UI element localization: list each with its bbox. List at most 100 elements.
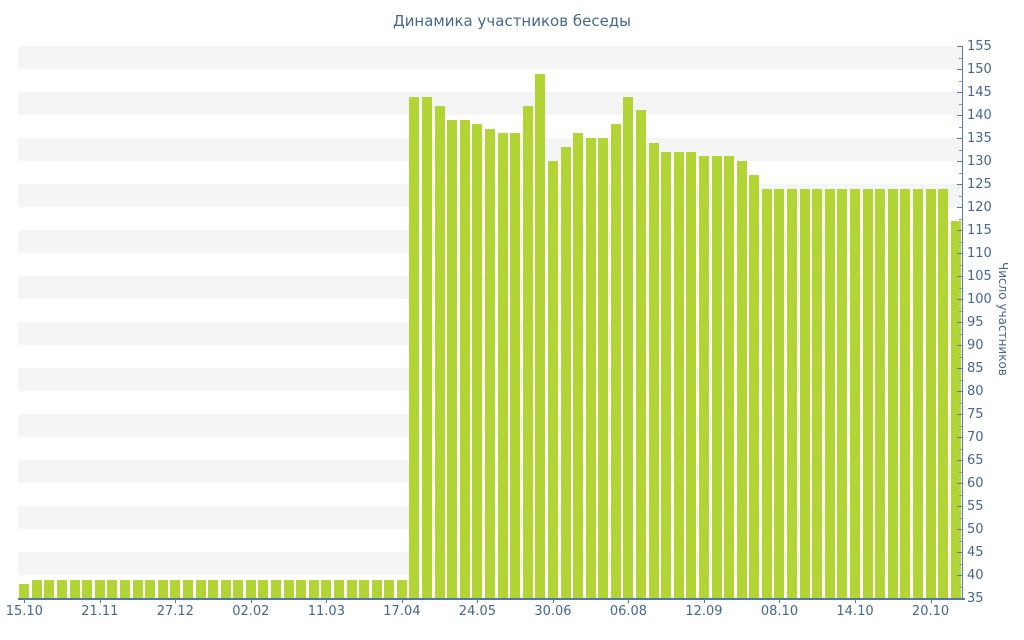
bar[interactable] [711,156,722,598]
bar[interactable] [283,579,294,598]
y-major-tick [957,529,962,530]
bar[interactable] [648,142,659,598]
bar[interactable] [409,96,420,598]
bar[interactable] [837,188,848,598]
bar[interactable] [610,124,621,598]
bar[interactable] [736,161,747,598]
bar[interactable] [346,579,357,598]
bar[interactable] [145,579,156,598]
bar[interactable] [44,579,55,598]
y-tick-label: 145 [967,85,992,100]
y-major-tick [957,207,962,208]
bar[interactable] [220,579,231,598]
y-minor-tick [959,57,962,59]
y-tick-label: 140 [967,108,992,123]
bar[interactable] [359,579,370,598]
bar[interactable] [296,579,307,598]
bar[interactable] [271,579,282,598]
bar[interactable] [686,151,697,598]
bar[interactable] [258,579,269,598]
bar[interactable] [698,156,709,598]
bar[interactable] [371,579,382,598]
bar[interactable] [761,188,772,598]
bar[interactable] [170,579,181,598]
bar[interactable] [535,73,546,598]
bar[interactable] [862,188,873,598]
y-tick-label: 40 [967,568,984,583]
bar[interactable] [132,579,143,598]
y-minor-tick [959,172,962,174]
y-minor-tick [959,494,962,496]
bar[interactable] [636,110,647,598]
bar[interactable] [434,105,445,598]
bar[interactable] [459,119,470,598]
y-minor-tick [959,333,962,335]
bar[interactable] [82,579,93,598]
bar[interactable] [208,579,219,598]
bar[interactable] [308,579,319,598]
bar[interactable] [560,147,571,598]
bar[interactable] [510,133,521,598]
bar[interactable] [396,579,407,598]
bar[interactable] [94,579,105,598]
x-tick [552,598,554,603]
y-major-tick [957,368,962,369]
bar[interactable] [333,579,344,598]
bar[interactable] [673,151,684,598]
bar[interactable] [774,188,785,598]
bar[interactable] [875,188,886,598]
bar[interactable] [912,188,923,598]
bar[interactable] [925,188,936,598]
bar[interactable] [547,161,558,598]
bar[interactable] [938,188,949,598]
bar[interactable] [623,96,634,598]
bar[interactable] [724,156,735,598]
bar[interactable] [799,188,810,598]
bar[interactable] [69,579,80,598]
bar[interactable] [497,133,508,598]
bar[interactable] [598,138,609,598]
bar[interactable] [950,220,961,598]
x-tick [477,598,479,603]
bar[interactable] [661,151,672,598]
bar[interactable] [57,579,68,598]
y-tick-label: 80 [967,384,984,399]
bar[interactable] [195,579,206,598]
y-tick-label: 70 [967,430,984,445]
bar[interactable] [157,579,168,598]
bar[interactable] [472,124,483,598]
y-major-tick [957,115,962,116]
bar[interactable] [485,128,495,598]
bar[interactable] [321,579,332,598]
y-tick-label: 100 [967,292,992,307]
bar[interactable] [812,188,823,598]
bar[interactable] [824,188,835,598]
y-major-tick [957,506,962,507]
bar[interactable] [447,119,458,598]
x-tick-label: 08.10 [760,604,799,619]
bar[interactable] [107,579,118,598]
bar[interactable] [119,579,130,598]
y-minor-tick [959,402,962,404]
bar[interactable] [749,174,760,598]
bar[interactable] [787,188,798,598]
bar[interactable] [585,138,596,598]
bar[interactable] [900,188,911,598]
bar[interactable] [245,579,256,598]
y-minor-tick [959,103,962,105]
bar[interactable] [422,96,433,598]
bar[interactable] [573,133,584,598]
y-minor-tick [959,563,962,565]
bar[interactable] [887,188,898,598]
bar[interactable] [19,584,30,598]
bar[interactable] [384,579,395,598]
x-tick-label: 24.05 [458,604,497,619]
x-tick-label: 06.08 [609,604,648,619]
bar[interactable] [182,579,193,598]
bar[interactable] [850,188,860,598]
bar[interactable] [233,579,244,598]
x-tick [24,598,26,603]
y-tick-label: 60 [967,476,984,491]
bar[interactable] [31,579,42,598]
bar[interactable] [522,105,533,598]
